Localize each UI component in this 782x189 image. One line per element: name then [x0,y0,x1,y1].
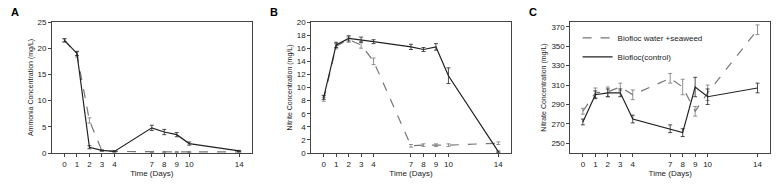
svg-text:8: 8 [680,160,685,169]
svg-text:7: 7 [150,160,155,169]
svg-text:370: 370 [551,23,565,32]
svg-text:8: 8 [162,160,167,169]
svg-text:3: 3 [359,160,364,169]
svg-text:5: 5 [42,123,47,132]
svg-text:0: 0 [581,160,586,169]
svg-text:Time (Days): Time (Days) [130,169,174,178]
svg-text:16: 16 [297,44,306,53]
svg-text:12: 12 [297,70,306,79]
svg-text:2: 2 [346,160,351,169]
svg-text:20: 20 [297,18,306,27]
svg-text:8: 8 [301,96,306,105]
svg-text:14: 14 [494,160,503,169]
svg-text:10: 10 [185,160,194,169]
svg-text:Time (Days): Time (Days) [389,169,433,178]
svg-text:3: 3 [100,160,105,169]
svg-text:2: 2 [606,160,611,169]
svg-text:1: 1 [593,160,598,169]
svg-text:18: 18 [297,31,306,40]
svg-text:Biofloc water +seaweed: Biofloc water +seaweed [618,34,703,43]
svg-text:B: B [270,6,278,18]
svg-text:7: 7 [409,160,414,169]
svg-text:6: 6 [301,110,306,119]
svg-text:Nitrate Concentration (mg/L): Nitrate Concentration (mg/L) [540,43,548,131]
svg-text:310: 310 [551,81,565,90]
svg-text:10: 10 [444,160,453,169]
svg-text:A: A [11,6,19,18]
svg-text:10: 10 [703,160,712,169]
svg-text:0: 0 [301,149,306,158]
svg-text:4: 4 [371,160,376,169]
svg-text:4: 4 [631,160,636,169]
svg-text:1: 1 [334,160,339,169]
svg-text:10: 10 [297,83,306,92]
svg-text:0: 0 [321,160,326,169]
svg-text:7: 7 [668,160,673,169]
svg-text:0: 0 [42,149,47,158]
svg-text:Biofloc(control): Biofloc(control) [618,53,672,62]
svg-text:270: 270 [551,120,565,129]
svg-text:10: 10 [37,96,46,105]
svg-text:Time (Days): Time (Days) [649,169,693,178]
svg-text:4: 4 [301,123,306,132]
svg-text:3: 3 [618,160,623,169]
svg-text:2: 2 [301,136,306,145]
svg-text:8: 8 [421,160,426,169]
svg-text:9: 9 [693,160,698,169]
svg-text:14: 14 [297,57,306,66]
svg-text:0: 0 [62,160,67,169]
svg-text:Nitrite Concentration (mg/L): Nitrite Concentration (mg/L) [286,45,294,131]
svg-text:14: 14 [753,160,762,169]
svg-text:14: 14 [235,160,244,169]
svg-text:250: 250 [551,139,565,148]
svg-text:330: 330 [551,61,565,70]
svg-text:C: C [529,6,537,18]
svg-text:9: 9 [175,160,180,169]
svg-text:20: 20 [37,44,46,53]
svg-text:9: 9 [434,160,439,169]
svg-text:2: 2 [87,160,92,169]
svg-text:15: 15 [37,70,46,79]
svg-text:1: 1 [75,160,80,169]
svg-text:Ammonia Concentration (mg/L): Ammonia Concentration (mg/L) [27,39,35,136]
svg-text:350: 350 [551,42,565,51]
svg-text:4: 4 [112,160,117,169]
svg-text:290: 290 [551,100,565,109]
svg-text:25: 25 [37,18,46,27]
